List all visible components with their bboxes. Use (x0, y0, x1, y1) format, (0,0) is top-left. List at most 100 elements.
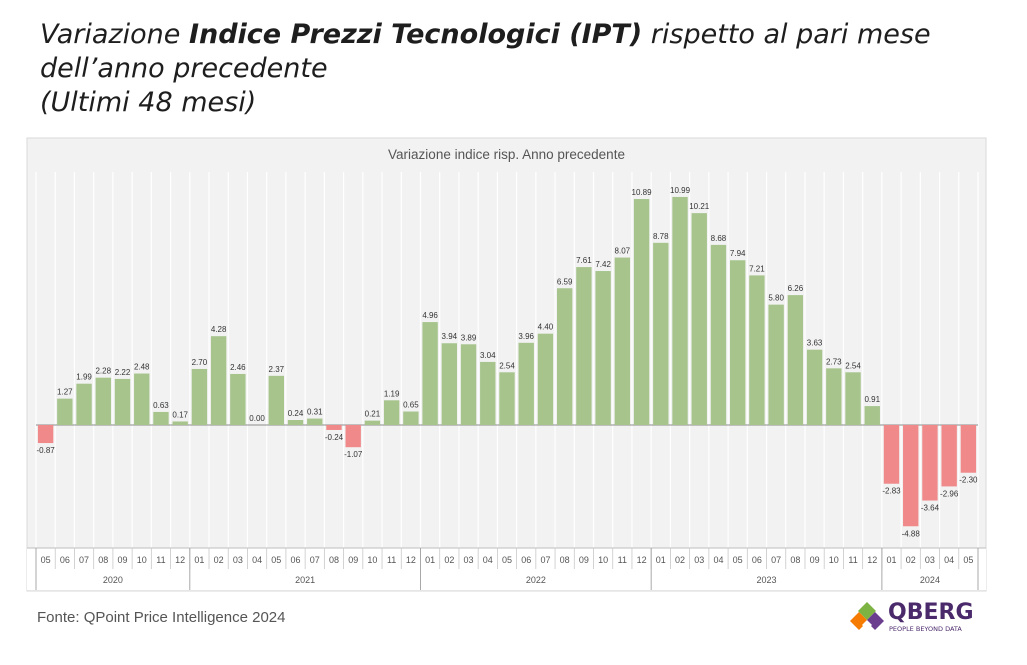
data-label: 3.63 (807, 339, 823, 348)
bar (57, 398, 73, 425)
month-tick-label: 04 (483, 555, 493, 565)
bar (345, 425, 361, 448)
heading-prefix: Variazione (40, 19, 189, 50)
year-label: 2022 (526, 575, 546, 585)
bar (230, 373, 246, 425)
bar (422, 322, 438, 425)
month-tick-label: 06 (752, 555, 762, 565)
bar (364, 420, 381, 425)
data-label: 2.70 (192, 358, 208, 367)
month-tick-label: 08 (329, 555, 339, 565)
month-tick-label: 10 (367, 555, 377, 565)
month-tick-label: 02 (214, 555, 224, 565)
bar (633, 199, 650, 425)
month-tick-label: 03 (464, 555, 474, 565)
data-label: -4.88 (902, 529, 921, 538)
bar (287, 420, 304, 425)
bar (576, 267, 592, 425)
bar (691, 213, 707, 425)
data-label: -2.83 (882, 487, 901, 496)
month-tick-label: 05 (271, 555, 281, 565)
brand-name: QBERG (888, 600, 974, 625)
month-tick-label: 05 (502, 555, 512, 565)
source-note: Fonte: QPoint Price Intelligence 2024 (37, 609, 286, 626)
data-label: 2.54 (499, 361, 515, 370)
data-label: -3.64 (921, 504, 940, 513)
bar (210, 336, 227, 425)
bar (537, 333, 554, 425)
bar (806, 349, 823, 425)
brand-logo: QBERG PEOPLE BEYOND DATA (850, 600, 980, 636)
data-label: 3.96 (518, 332, 534, 341)
bar (864, 406, 880, 425)
bar (903, 425, 919, 527)
data-label: 10.99 (670, 186, 691, 195)
bar (653, 242, 669, 425)
month-tick-label: 01 (194, 555, 204, 565)
year-label: 2021 (295, 575, 315, 585)
data-label: 8.68 (711, 234, 727, 243)
month-tick-label: 07 (540, 555, 550, 565)
x-axis-band (27, 548, 986, 590)
data-label: 7.21 (749, 264, 765, 273)
data-label: 2.48 (134, 363, 150, 372)
month-tick-label: 11 (618, 555, 627, 565)
data-label: 0.00 (249, 414, 265, 423)
heading-line-1: Variazione Indice Prezzi Tecnologici (IP… (40, 18, 1000, 52)
month-tick-label: 10 (598, 555, 608, 565)
brand-tagline: PEOPLE BEYOND DATA (889, 625, 962, 633)
month-tick-label: 11 (387, 555, 396, 565)
month-tick-label: 04 (713, 555, 723, 565)
bar (730, 260, 746, 425)
bar (710, 244, 727, 425)
page-heading: Variazione Indice Prezzi Tecnologici (IP… (40, 18, 1000, 120)
month-tick-label: 09 (348, 555, 358, 565)
data-label: 4.40 (538, 323, 554, 332)
bar (76, 383, 92, 425)
bar (134, 373, 150, 425)
bar (403, 411, 419, 425)
data-label: 3.04 (480, 351, 496, 360)
month-tick-label: 09 (118, 555, 128, 565)
month-tick-label: 12 (637, 555, 647, 565)
bar (499, 372, 515, 425)
data-label: 0.63 (153, 401, 169, 410)
bar (383, 400, 400, 425)
bar (307, 418, 323, 425)
data-label: 2.37 (269, 365, 285, 374)
data-label: 0.31 (307, 408, 323, 417)
month-tick-label: 01 (656, 555, 666, 565)
year-label: 2024 (920, 575, 940, 585)
data-label: -0.24 (325, 433, 344, 442)
data-label: 2.73 (826, 357, 842, 366)
data-label: 3.89 (461, 333, 477, 342)
data-label: 10.21 (689, 202, 710, 211)
data-label: 8.78 (653, 232, 669, 241)
chart-title: Variazione indice risp. Anno precedente (388, 147, 625, 162)
data-label: 1.19 (384, 389, 400, 398)
plot-area (26, 137, 987, 592)
month-tick-label: 06 (60, 555, 70, 565)
bar (480, 361, 496, 425)
heading-suffix: rispetto al pari mese (642, 19, 931, 50)
data-label: 10.89 (632, 188, 653, 197)
month-tick-label: 11 (848, 555, 857, 565)
bar (672, 196, 688, 425)
month-tick-label: 02 (444, 555, 454, 565)
heading-index-name: Indice Prezzi Tecnologici (IPT) (188, 19, 643, 50)
data-label: 3.94 (442, 332, 458, 341)
month-tick-label: 02 (675, 555, 685, 565)
month-tick-label: 05 (963, 555, 973, 565)
month-tick-label: 12 (406, 555, 416, 565)
data-label: 6.59 (557, 277, 573, 286)
data-label: 0.91 (864, 395, 880, 404)
month-tick-label: 05 (41, 555, 51, 565)
bar (518, 342, 534, 425)
bar (922, 425, 938, 501)
month-tick-label: 03 (925, 555, 935, 565)
data-label: -1.07 (344, 450, 363, 459)
month-tick-label: 09 (579, 555, 589, 565)
bar (460, 344, 477, 425)
bar (172, 421, 188, 425)
data-label: 0.24 (288, 409, 304, 418)
